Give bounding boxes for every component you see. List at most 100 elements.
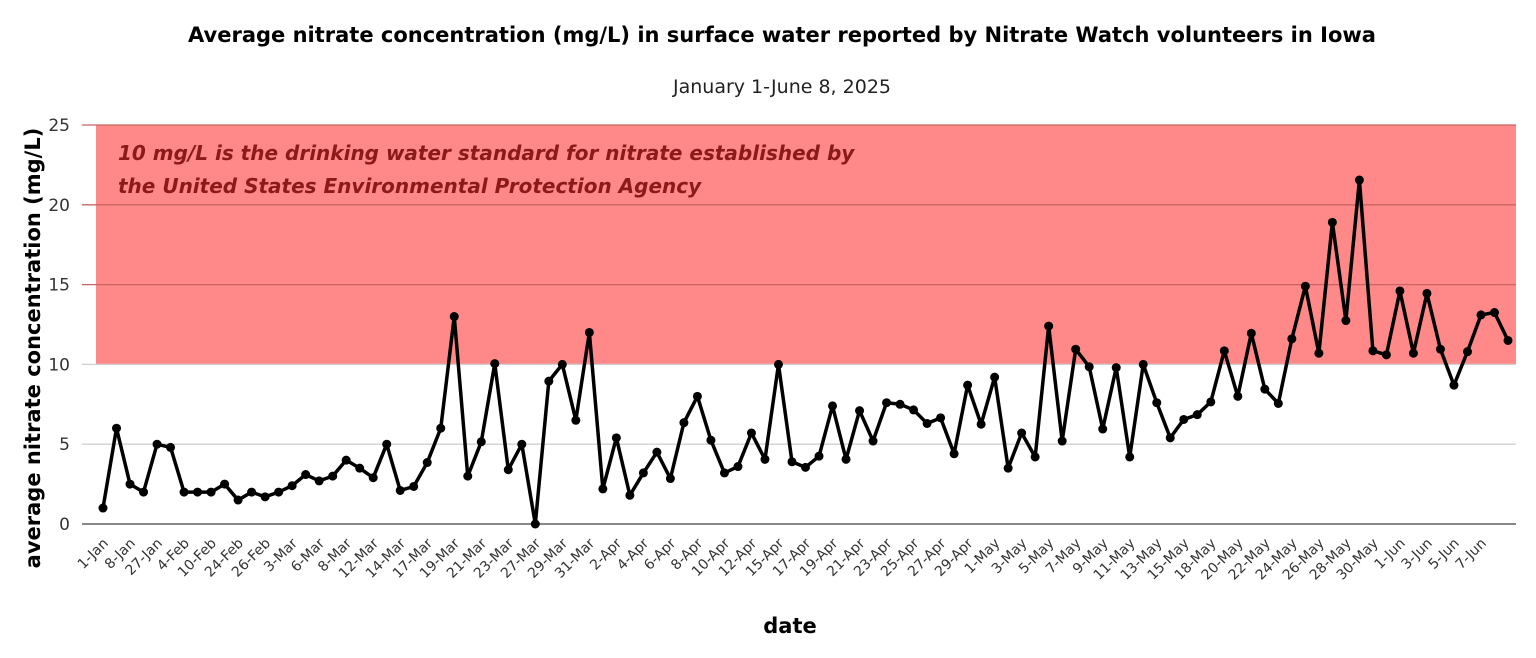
data-point — [855, 406, 865, 416]
data-point — [706, 435, 716, 445]
data-point — [1327, 217, 1337, 227]
data-point — [1030, 452, 1040, 462]
band-annotation-line-1: 10 mg/L is the drinking water standard f… — [118, 141, 855, 165]
data-point — [746, 428, 756, 438]
data-point — [476, 437, 486, 447]
data-point — [692, 391, 702, 401]
data-point — [1125, 452, 1135, 462]
data-point — [679, 418, 689, 428]
data-point — [1165, 433, 1175, 443]
data-point — [287, 481, 297, 491]
data-point — [328, 471, 338, 481]
data-point — [611, 433, 621, 443]
data-point — [125, 479, 135, 489]
data-point — [936, 413, 946, 423]
data-point — [530, 519, 540, 529]
data-point — [247, 487, 257, 497]
data-point — [868, 436, 878, 446]
data-point — [1003, 463, 1013, 473]
epa-standard-band — [96, 125, 1516, 365]
data-point — [1503, 335, 1513, 345]
data-point — [1408, 348, 1418, 358]
y-tick-label: 5 — [59, 435, 70, 455]
data-point — [220, 479, 230, 489]
data-point — [814, 451, 824, 461]
data-point — [1354, 175, 1364, 185]
data-point — [733, 462, 743, 472]
chart-title: Average nitrate concentration (mg/L) in … — [188, 23, 1376, 47]
data-point — [828, 401, 838, 411]
data-point — [1462, 347, 1472, 357]
data-point — [1300, 281, 1310, 291]
y-tick-label: 15 — [48, 276, 70, 296]
data-point — [503, 465, 513, 475]
data-point — [882, 398, 892, 408]
data-point — [1233, 391, 1243, 401]
data-point — [436, 423, 446, 433]
data-point — [1368, 346, 1378, 356]
data-point — [1206, 397, 1216, 407]
data-point — [571, 415, 581, 425]
data-point — [544, 376, 554, 386]
data-point — [719, 468, 729, 478]
data-point — [990, 372, 1000, 382]
data-point — [1395, 286, 1405, 296]
data-point — [166, 442, 176, 452]
data-point — [1246, 328, 1256, 338]
data-point — [1341, 316, 1351, 326]
y-tick-label: 0 — [59, 515, 70, 535]
band-annotation-line-2: the United States Environmental Protecti… — [118, 174, 702, 198]
data-point — [301, 470, 311, 480]
data-point — [1476, 310, 1486, 320]
data-point — [1044, 321, 1054, 331]
data-point — [760, 454, 770, 464]
data-point — [193, 487, 203, 497]
data-point — [665, 474, 675, 484]
data-point — [314, 476, 324, 486]
data-point — [1422, 288, 1432, 298]
data-point — [463, 471, 473, 481]
data-point — [152, 439, 162, 449]
data-point — [449, 312, 459, 322]
data-point — [355, 463, 365, 473]
data-point — [895, 399, 905, 409]
data-point — [1098, 424, 1108, 434]
data-point — [1192, 410, 1202, 420]
data-point — [260, 492, 270, 502]
data-point — [179, 487, 189, 497]
data-point — [490, 359, 500, 369]
data-point — [922, 418, 932, 428]
y-tick-label: 10 — [48, 355, 70, 375]
data-point — [1057, 436, 1067, 446]
data-point — [274, 487, 284, 497]
data-point — [1138, 359, 1148, 369]
data-point — [584, 327, 594, 337]
data-point — [98, 503, 108, 513]
data-point — [1152, 398, 1162, 408]
data-point — [1084, 362, 1094, 372]
data-point — [1111, 363, 1121, 373]
data-point — [598, 484, 608, 494]
data-point — [773, 359, 783, 369]
data-point — [382, 439, 392, 449]
data-point — [949, 449, 959, 459]
data-point — [1287, 334, 1297, 344]
data-point — [368, 473, 378, 483]
data-point — [206, 487, 216, 497]
chart-subtitle: January 1-June 8, 2025 — [672, 76, 891, 98]
x-tick-label: 7-Jun — [1453, 536, 1490, 573]
y-axis-label: average nitrate concentration (mg/L) — [21, 128, 45, 569]
data-point — [422, 458, 432, 468]
data-point — [1489, 308, 1499, 318]
data-point — [841, 454, 851, 464]
data-point — [652, 447, 662, 457]
data-point — [1314, 348, 1324, 358]
data-point — [1260, 384, 1270, 394]
data-point — [395, 485, 405, 495]
data-point — [409, 481, 419, 491]
data-point — [638, 468, 648, 478]
data-point — [1017, 428, 1027, 438]
data-point — [1071, 344, 1081, 354]
data-point — [557, 359, 567, 369]
